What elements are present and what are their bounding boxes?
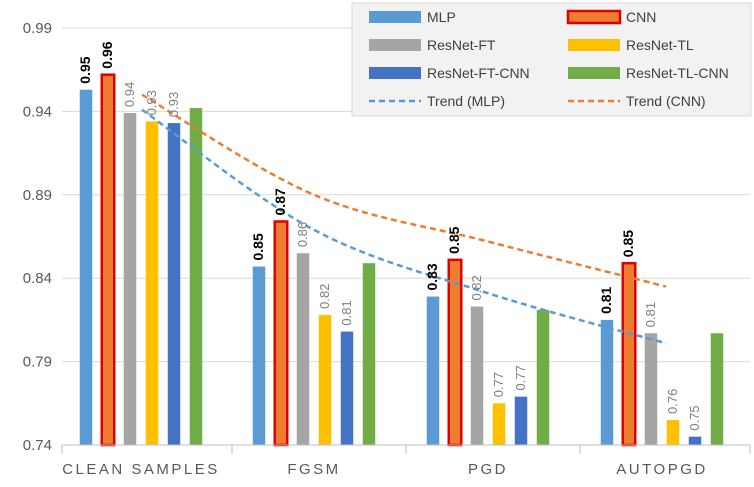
data-label: 0.87	[272, 188, 288, 215]
data-labels: 0.95 0.85 0.83 0.81 0.96 0.87 0.85 0.85 0.94 0.86…	[77, 41, 702, 430]
x-category-label: AUTOPGD	[616, 461, 707, 478]
x-category-label: FGSM	[287, 461, 340, 478]
legend-label: Trend (CNN)	[626, 93, 706, 109]
data-label: 0.85	[620, 230, 636, 257]
bar-resnet-tl-cnn	[536, 309, 550, 445]
bar-resnet-tl	[492, 403, 506, 445]
trend-line-cnn	[141, 93, 667, 288]
legend-swatch	[568, 67, 620, 79]
data-label: 0.81	[339, 300, 354, 325]
data-label: 0.93	[144, 90, 159, 115]
y-tick-label: 0.79	[23, 354, 52, 371]
data-label: 0.85	[250, 233, 266, 260]
bar-mlp	[426, 296, 440, 445]
data-label: 0.82	[469, 275, 484, 300]
legend-label: ResNet-FT-CNN	[427, 65, 530, 81]
bar-resnet-ft	[296, 253, 310, 445]
data-label: 0.93	[166, 92, 181, 117]
trend-lines	[141, 93, 667, 345]
y-tick-label: 0.99	[23, 20, 52, 37]
bar-mlp	[79, 89, 93, 445]
y-tick-label: 0.84	[23, 270, 52, 287]
legend-swatch	[568, 39, 620, 51]
bar-resnet-tl	[145, 121, 159, 446]
data-label: 0.77	[513, 365, 528, 390]
data-label: 0.81	[643, 302, 658, 327]
data-label: 0.81	[598, 286, 614, 313]
y-tick-label: 0.74	[23, 437, 52, 454]
data-label: 0.77	[491, 372, 506, 397]
bar-resnet-ft	[123, 113, 137, 446]
bar-cnn	[621, 261, 637, 447]
bar-resnet-ft-cnn	[167, 123, 181, 446]
x-category-label: CLEAN SAMPLES	[62, 461, 220, 478]
legend-swatch	[566, 9, 622, 25]
data-label: 0.96	[99, 41, 115, 68]
bar-resnet-tl-cnn	[362, 263, 376, 445]
bar-mlp	[252, 266, 266, 445]
y-tick-label: 0.89	[23, 187, 52, 204]
bar-resnet-ft-cnn	[514, 396, 528, 445]
data-label: 0.76	[665, 389, 680, 414]
bar-cnn	[273, 220, 289, 447]
legend-label: ResNet-FT	[427, 37, 496, 53]
legend-label: MLP	[427, 9, 456, 25]
bar-resnet-tl-cnn	[189, 108, 203, 446]
legend-swatch	[369, 39, 421, 51]
data-label: 0.86	[295, 222, 310, 247]
data-label: 0.94	[122, 82, 137, 107]
bar-resnet-ft-cnn	[340, 331, 354, 445]
legend-swatch	[369, 11, 421, 23]
data-label: 0.75	[687, 405, 702, 430]
bar-resnet-ft-cnn	[688, 436, 702, 445]
bar-resnet-tl	[318, 314, 332, 445]
y-tick-label: 0.94	[23, 103, 52, 120]
bar-cnn	[447, 258, 463, 447]
legend: MLP CNN ResNet-FT ResNet-TL ResNet-FT-CNN Res…	[351, 2, 752, 117]
legend-label: ResNet-TL	[626, 37, 694, 53]
bar-resnet-tl-cnn	[710, 333, 724, 445]
y-axis-ticks: 0.74 0.79 0.84 0.89 0.94 0.99	[23, 20, 52, 454]
bar-resnet-ft	[644, 333, 658, 445]
data-label: 0.83	[424, 263, 440, 290]
bars	[79, 73, 724, 447]
x-axis: CLEAN SAMPLES FGSM PGD AUTOPGD	[61, 444, 751, 478]
legend-swatch	[369, 67, 421, 79]
data-label: 0.82	[317, 284, 332, 309]
bar-cnn	[100, 73, 116, 447]
data-label: 0.85	[446, 226, 462, 253]
bar-mlp	[600, 319, 614, 445]
legend-label: Trend (MLP)	[427, 93, 505, 109]
bar-resnet-ft	[470, 306, 484, 445]
legend-label: CNN	[626, 9, 656, 25]
legend-label: ResNet-TL-CNN	[626, 65, 729, 81]
data-label: 0.95	[77, 56, 93, 83]
x-category-label: PGD	[468, 461, 508, 478]
bar-resnet-tl	[666, 419, 680, 445]
